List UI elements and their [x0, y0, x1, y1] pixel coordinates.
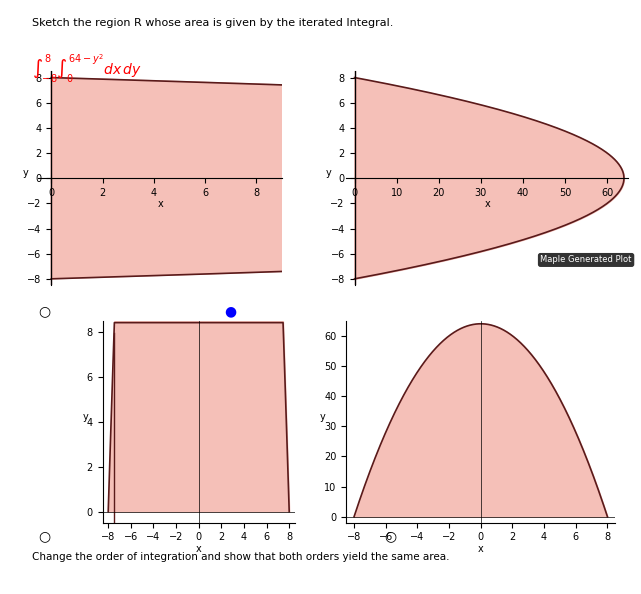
X-axis label: x: x: [158, 200, 163, 209]
X-axis label: x: x: [485, 200, 490, 209]
X-axis label: x: x: [478, 544, 483, 554]
Y-axis label: y: y: [23, 168, 29, 178]
Y-axis label: y: y: [82, 412, 88, 422]
Text: $\int_{-8}^{8}\int_{0}^{64-y^{2}} dx\, dy$: $\int_{-8}^{8}\int_{0}^{64-y^{2}} dx\, d…: [32, 53, 142, 87]
X-axis label: x: x: [196, 544, 201, 554]
Y-axis label: y: y: [320, 412, 326, 422]
Text: ○: ○: [38, 304, 51, 318]
Text: ●: ●: [224, 304, 237, 318]
Text: Sketch the region R whose area is given by the iterated Integral.: Sketch the region R whose area is given …: [32, 18, 394, 28]
Text: ○: ○: [385, 529, 397, 544]
Text: ○: ○: [38, 529, 51, 544]
Text: Change the order of integration and show that both orders yield the same area.: Change the order of integration and show…: [32, 552, 449, 563]
Text: Maple Generated Plot: Maple Generated Plot: [540, 255, 632, 264]
Y-axis label: y: y: [326, 168, 332, 178]
